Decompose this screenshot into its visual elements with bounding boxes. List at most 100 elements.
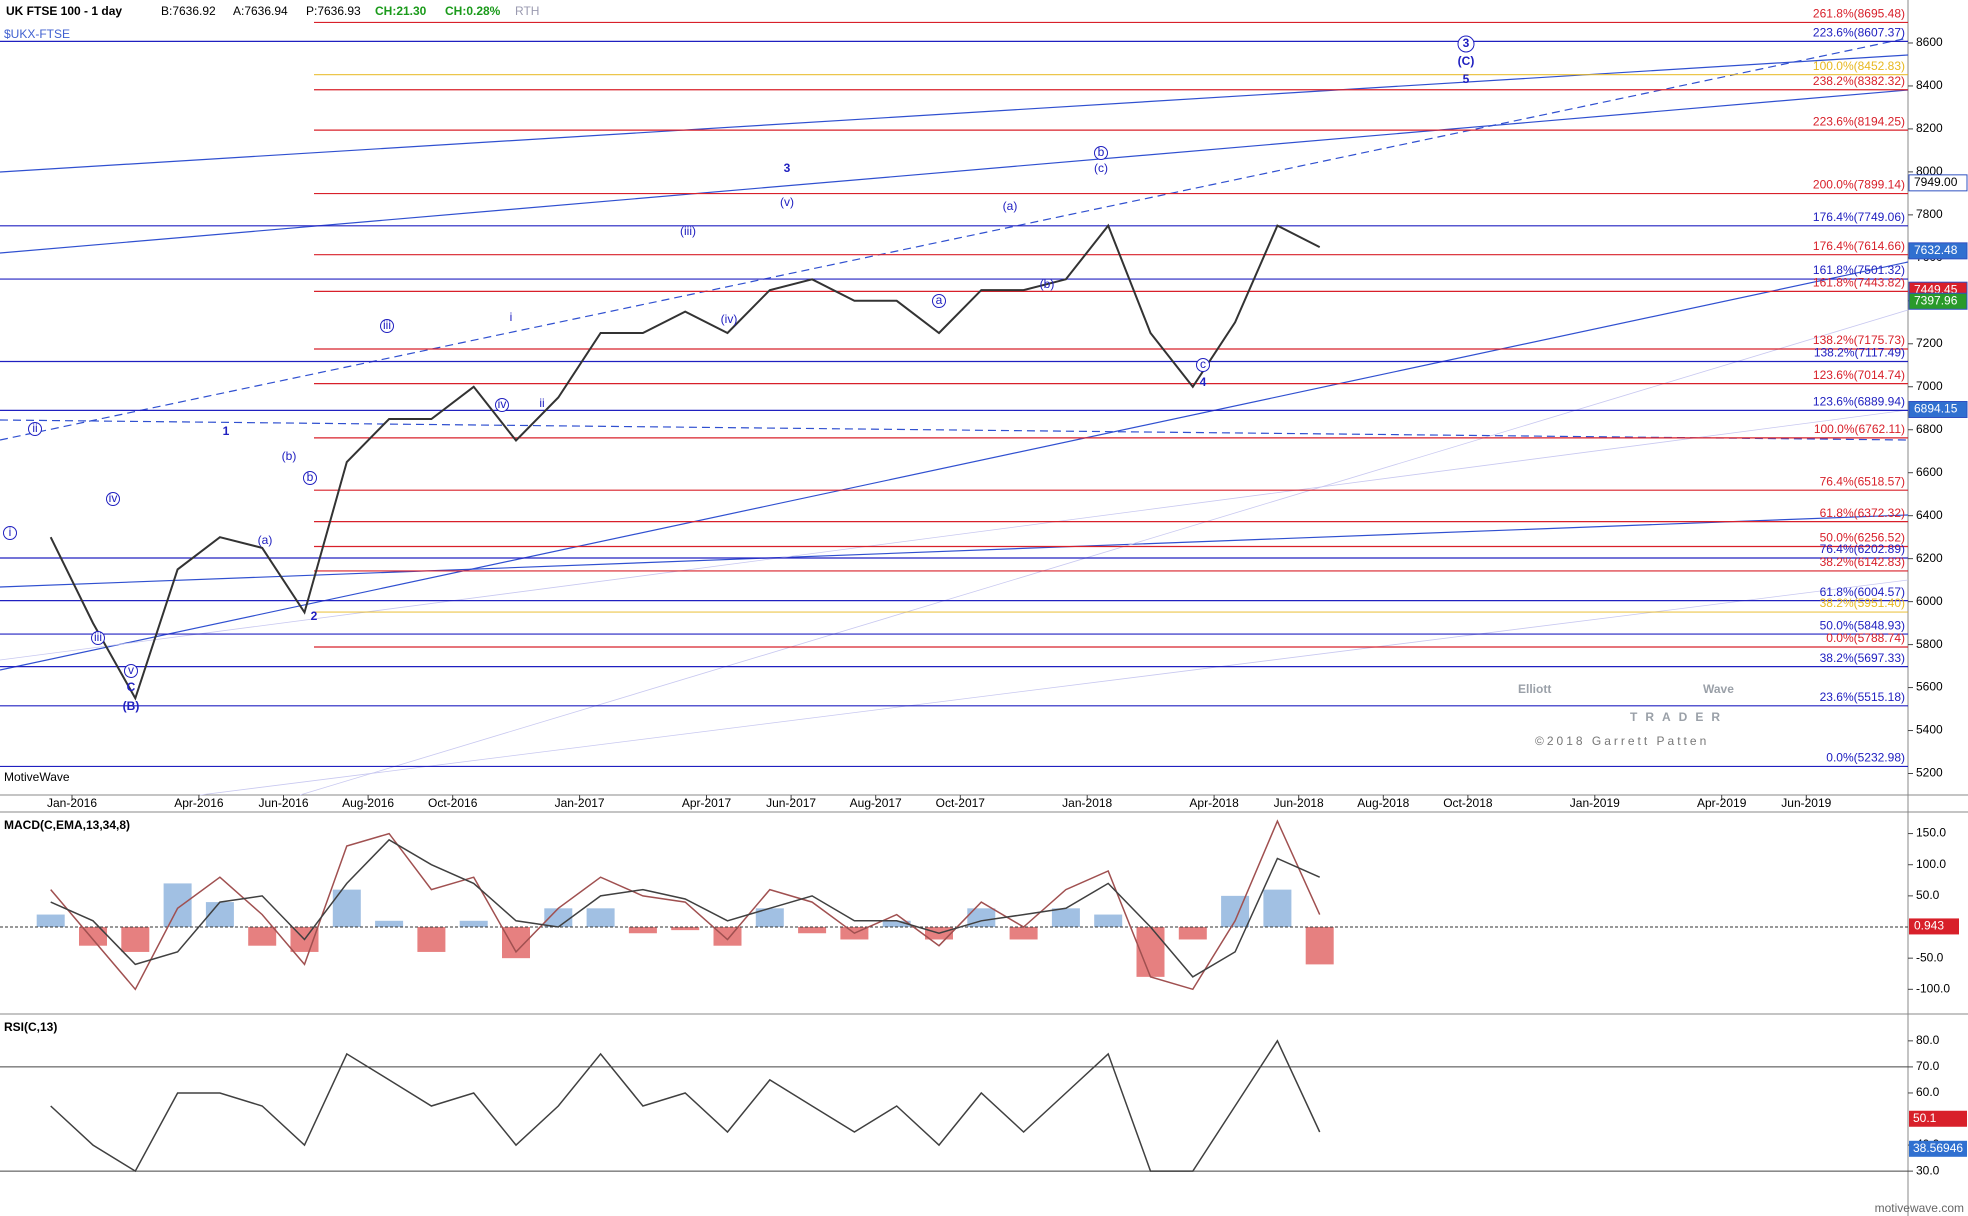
y-tick-label: 7200 (1916, 336, 1943, 350)
histogram-bar (121, 927, 150, 952)
histogram-bar (459, 920, 488, 928)
y-tick-label: 80.0 (1916, 1033, 1940, 1047)
wave-label: ii (539, 396, 544, 410)
fib-label: 0.0%(5788.74) (1826, 631, 1905, 645)
wave-circle (3, 526, 17, 540)
y-tick-label: -50.0 (1916, 950, 1944, 964)
y-tick-label: 7800 (1916, 207, 1943, 221)
price-tag (1908, 292, 1968, 310)
histogram-bar (205, 902, 234, 928)
symbol: $UKX-FTSE (4, 27, 70, 41)
histogram-bar (248, 927, 277, 946)
fib-label: 261.8%(8695.48) (1813, 7, 1905, 21)
x-tick-label: Aug-2017 (850, 796, 902, 810)
wave-label: (iii) (680, 224, 696, 238)
y-tick-label: 5200 (1916, 766, 1943, 780)
ask: A:7636.94 (233, 4, 288, 18)
fib-label: 38.2%(6142.83) (1820, 555, 1905, 569)
wave-circle (1196, 358, 1210, 372)
histogram-bar (1305, 927, 1334, 965)
x-tick-label: Oct-2017 (936, 796, 986, 810)
y-tick-label: 8400 (1916, 78, 1943, 92)
wave-label: (b) (282, 449, 297, 463)
watermark-trader: TRADER (1630, 710, 1728, 724)
y-tick-label: 50.0 (1916, 888, 1940, 902)
fib-label: 138.2%(7117.49) (1814, 346, 1905, 360)
histogram-bar (79, 927, 107, 946)
value-tag (1909, 1110, 1967, 1127)
price-tag-label: 7949.00 (1914, 175, 1958, 189)
wave-label: v (128, 663, 134, 677)
y-tick-label: 5600 (1916, 680, 1943, 694)
x-tick-label: Jun-2016 (258, 796, 308, 810)
histogram-bar (755, 908, 784, 928)
fib-label: 123.6%(6889.94) (1813, 395, 1905, 409)
session: RTH (515, 4, 539, 18)
fib-label: 76.4%(6518.57) (1820, 474, 1905, 488)
wave-label: iii (383, 318, 391, 332)
wave-circle (303, 471, 317, 485)
wave-label: iv (109, 491, 118, 505)
y-tick-label: 5400 (1916, 723, 1943, 737)
wave-label: 1 (223, 424, 230, 438)
macd-title: MACD(C,EMA,13,34,8) (4, 818, 130, 832)
fib-label: 100.0%(6762.11) (1814, 422, 1905, 436)
histogram-bar (628, 927, 657, 934)
histogram-bar (375, 920, 404, 928)
wave-label: 5 (1463, 72, 1470, 86)
value-tag-label: 50.1 (1913, 1111, 1937, 1125)
fib-label: 123.6%(7014.74) (1813, 368, 1905, 382)
price-tag (1908, 242, 1968, 260)
y-tick-label: 6000 (1916, 594, 1943, 608)
fib-label: 50.0%(6256.52) (1820, 531, 1905, 545)
y-tick-label: 70.0 (1916, 1059, 1940, 1073)
wave-circle (106, 492, 120, 506)
series-line (50, 838, 1321, 978)
wave-label: 3 (1463, 36, 1470, 50)
series-line (50, 819, 1321, 991)
price-tag (1908, 174, 1968, 192)
x-tick-label: Apr-2017 (682, 796, 732, 810)
fib-label: 61.8%(6372.32) (1820, 506, 1905, 520)
fib-label: 138.2%(7175.73) (1813, 333, 1905, 347)
wave-label: b (307, 470, 314, 484)
watermark-wave: Wave (1703, 682, 1734, 696)
price-panel (0, 0, 1908, 795)
y-tick-label: 8600 (1916, 35, 1943, 49)
histogram-bar (882, 920, 911, 928)
wave-label: (b) (1040, 277, 1055, 291)
fib-label: 38.2%(5697.33) (1820, 651, 1905, 665)
value-tag-label: 0.943 (1914, 919, 1944, 933)
wave-circle (91, 631, 105, 645)
y-tick-label: 150.0 (1916, 826, 1946, 840)
wave-label: iii (94, 630, 102, 644)
y-tick-label: 6400 (1916, 508, 1943, 522)
x-tick-label: Oct-2016 (428, 796, 478, 810)
watermark-copyright: ©2018 Garrett Patten (1535, 734, 1709, 748)
fib-label: 76.4%(6202.89) (1820, 542, 1905, 556)
wave-label: 4 (1200, 375, 1207, 389)
histogram-bar (1051, 908, 1080, 928)
wave-circle (1094, 146, 1108, 160)
series-line (49, 223, 1321, 701)
wave-label: (B) (123, 699, 140, 713)
fib-label: 0.0%(5232.98) (1826, 751, 1905, 765)
histogram-bar (1178, 927, 1207, 940)
fib-label: 100.0%(8452.83) (1813, 59, 1905, 73)
fib-label: 50.0%(5848.93) (1820, 618, 1905, 632)
x-tick-label: Jan-2018 (1062, 796, 1112, 810)
value-tag-label: 38.56946 (1913, 1141, 1963, 1155)
wave-circle (28, 422, 42, 436)
wave-label: a (936, 293, 943, 307)
price-tag-label: 7632.48 (1914, 243, 1958, 257)
fib-label: 200.0%(7899.14) (1813, 178, 1905, 192)
x-tick-label: Jun-2017 (766, 796, 816, 810)
fib-label: 223.6%(8194.25) (1813, 114, 1905, 128)
x-tick-label: Apr-2016 (174, 796, 224, 810)
x-tick-label: Jun-2019 (1781, 796, 1831, 810)
wave-label: (a) (1003, 199, 1018, 213)
fib-label: 61.8%(6004.57) (1820, 585, 1905, 599)
value-tag (1909, 1140, 1967, 1157)
x-tick-label: Aug-2018 (1357, 796, 1409, 810)
x-tick-label: Aug-2016 (342, 796, 394, 810)
